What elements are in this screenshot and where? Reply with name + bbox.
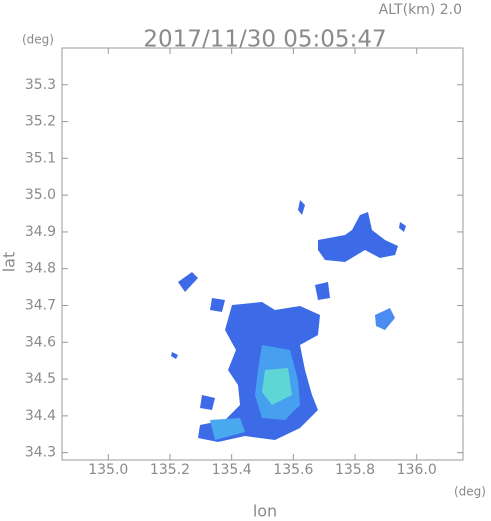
plot-frame (61, 47, 464, 461)
radar-echo (171, 200, 406, 442)
x-tick-label: 135.0 (88, 462, 128, 478)
x-axis-label: lon (253, 502, 277, 521)
x-tick-label: 135.6 (273, 462, 313, 478)
y-axis-label: lat (0, 252, 19, 273)
x-tick-label: 135.8 (335, 462, 375, 478)
y-tick-label: 35.1 (25, 150, 56, 166)
y-tick-label: 34.8 (25, 261, 56, 277)
y-tick-label: 35.2 (25, 114, 56, 130)
y-tick-label: 34.5 (25, 371, 56, 387)
y-tick-label: 34.7 (25, 298, 56, 314)
y-tick-label: 34.4 (25, 408, 56, 424)
y-tick-label: 34.6 (25, 334, 56, 350)
y-tick-label: 35.3 (25, 77, 56, 93)
y-tick-label: 34.3 (25, 445, 56, 461)
x-tick-label: 136.0 (397, 462, 437, 478)
x-tick-label: 135.4 (212, 462, 252, 478)
x-unit: (deg) (454, 485, 486, 499)
y-unit: (deg) (22, 33, 54, 47)
chart-title: 2017/11/30 05:05:47 (143, 27, 386, 53)
y-tick-label: 35.0 (25, 187, 56, 203)
altitude-label: ALT(km) 2.0 (379, 2, 462, 18)
x-tick-label: 135.2 (150, 462, 190, 478)
y-tick-label: 34.9 (25, 224, 56, 240)
